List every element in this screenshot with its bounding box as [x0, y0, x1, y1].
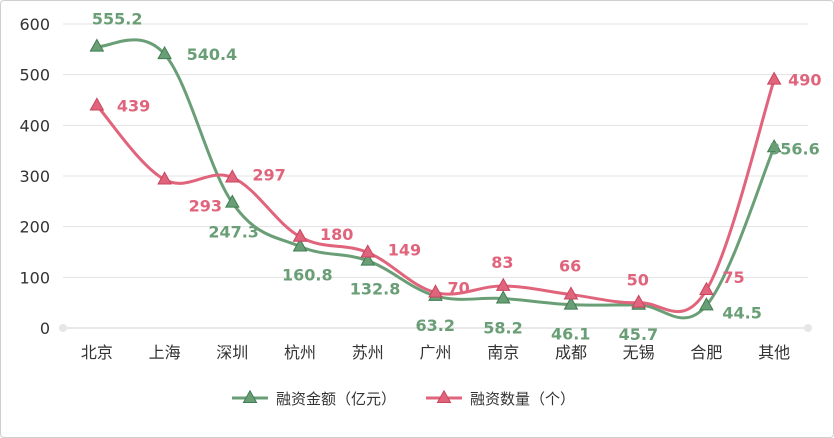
- legend-swatch-marker: [242, 389, 258, 403]
- x-tick-label: 其他: [758, 343, 790, 362]
- x-axis-ticks: 北京 上海 深圳 杭州 苏州 广州 南京 成都 无锡 合肥 其他: [81, 343, 790, 362]
- series-0-data-label: 247.3: [208, 223, 259, 242]
- series-0-data-label: 356.6: [769, 139, 820, 158]
- series-0-data-label: 160.8: [282, 266, 333, 285]
- series-1-data-label: 50: [627, 271, 649, 290]
- x-tick-label: 北京: [81, 343, 113, 362]
- series-0-data-label: 63.2: [416, 316, 455, 335]
- series-1-marker[interactable]: [292, 228, 308, 242]
- series-0-data-label: 540.4: [187, 45, 238, 64]
- series-0-data-label: 45.7: [619, 325, 658, 344]
- x-tick-label: 广州: [419, 343, 451, 362]
- series-1-marker[interactable]: [699, 281, 714, 295]
- series-0-marker[interactable]: [495, 290, 511, 304]
- series-1-marker[interactable]: [563, 286, 579, 300]
- y-tick-label: 300: [19, 167, 50, 186]
- legend-item-label[interactable]: 融资金额（亿元）: [276, 390, 396, 408]
- series-1-data-label: 180: [320, 225, 353, 244]
- series-0-data-label: 46.1: [551, 325, 590, 344]
- series-0-marker[interactable]: [89, 38, 105, 52]
- x-tick-label: 南京: [487, 343, 519, 362]
- y-tick-label: 0: [40, 319, 50, 338]
- y-tick-label: 400: [19, 116, 50, 135]
- series-1-marker[interactable]: [89, 97, 105, 111]
- series-1-data-label: 83: [491, 253, 513, 272]
- series-0-marker[interactable]: [292, 238, 308, 252]
- series-0-data-label: 44.5: [722, 303, 761, 322]
- series-1-marker[interactable]: [428, 284, 443, 298]
- series-1-data-label: 490: [788, 71, 821, 90]
- series-1-marker[interactable]: [631, 294, 647, 308]
- series-1-data-label: 439: [117, 97, 150, 116]
- y-tick-label: 600: [19, 15, 50, 34]
- legend-swatch-marker: [436, 389, 452, 403]
- legend[interactable]: 融资金额（亿元） 融资数量（个）: [232, 389, 575, 408]
- y-axis-ticks: 0 100 200 300 400 500 600: [19, 15, 50, 338]
- y-tick-label: 200: [19, 218, 50, 237]
- axis-start-dot: [59, 324, 67, 332]
- series-0-data-label: 58.2: [483, 319, 522, 338]
- series-lines: [95, 38, 776, 320]
- series-markers: [89, 38, 782, 311]
- x-tick-label: 杭州: [284, 343, 316, 362]
- series-0-marker[interactable]: [766, 139, 782, 153]
- series-0-marker[interactable]: [157, 45, 172, 60]
- x-tick-label: 合肥: [690, 343, 722, 362]
- series-1-data-label: 149: [388, 241, 421, 260]
- series-0-marker[interactable]: [563, 296, 579, 310]
- series-0-marker[interactable]: [224, 194, 240, 208]
- series-0-marker[interactable]: [699, 297, 714, 311]
- series-1-data-label: 297: [252, 166, 285, 185]
- series-1-marker[interactable]: [766, 71, 782, 85]
- data-labels: 555.2 540.4 247.3 160.8 132.8 63.2 58.2 46.1 45.…: [92, 10, 822, 344]
- x-tick-label: 苏州: [352, 343, 384, 362]
- x-tick-label: 深圳: [216, 343, 248, 362]
- legend-item-label[interactable]: 融资数量（个）: [470, 390, 575, 408]
- series-1-data-label: 70: [448, 279, 470, 298]
- series-1-data-label: 293: [189, 197, 222, 216]
- series-0-data-label: 132.8: [350, 280, 401, 299]
- y-tick-label: 100: [19, 268, 50, 287]
- grid-lines: [59, 23, 812, 332]
- x-tick-label: 上海: [149, 343, 181, 362]
- series-1-data-label: 75: [722, 268, 744, 287]
- series-1-data-label: 66: [559, 257, 581, 276]
- series-0-marker[interactable]: [360, 252, 376, 266]
- series-1-marker[interactable]: [224, 169, 240, 183]
- x-tick-label: 成都: [555, 343, 587, 362]
- series-1-marker[interactable]: [495, 277, 511, 291]
- series-1-marker[interactable]: [157, 171, 172, 185]
- y-tick-label: 500: [19, 66, 50, 85]
- axis-end-dot: [804, 324, 812, 332]
- series-1-marker[interactable]: [360, 244, 376, 258]
- x-tick-label: 无锡: [623, 343, 655, 362]
- series-0-data-label: 555.2: [92, 10, 143, 29]
